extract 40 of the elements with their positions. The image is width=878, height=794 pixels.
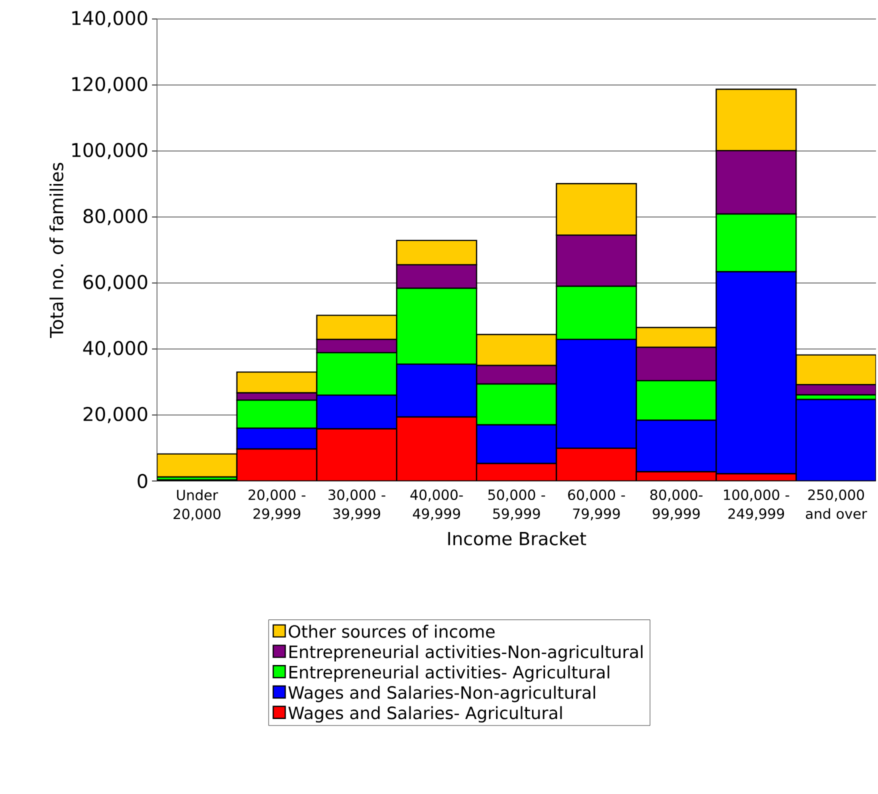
bar bbox=[716, 213, 797, 272]
x-tick-label: 50,000 - 59,999 bbox=[488, 489, 546, 520]
x-tick-label: 30,000 - 39,999 bbox=[328, 489, 386, 520]
bar bbox=[636, 380, 717, 421]
bar bbox=[796, 354, 876, 386]
bar bbox=[556, 234, 637, 287]
bar bbox=[236, 400, 318, 429]
bar bbox=[556, 286, 637, 340]
y-axis-title: Total no. of families bbox=[49, 162, 64, 338]
x-tick-label: Under 20,000 bbox=[174, 490, 220, 521]
x-tick-label: 60,000 - 79,999 bbox=[568, 489, 625, 520]
y-tick-label: 0 bbox=[138, 474, 148, 488]
bar bbox=[716, 88, 797, 152]
bar bbox=[157, 453, 238, 478]
bar bbox=[316, 314, 398, 340]
bar bbox=[556, 183, 637, 236]
y-tick-label: 100,000 bbox=[72, 142, 148, 160]
x-tick-label: 20,000 - 29,999 bbox=[248, 489, 306, 520]
legend-label: Other sources of income bbox=[288, 624, 495, 638]
bar bbox=[636, 326, 717, 348]
y-tick-label: 120,000 bbox=[72, 76, 148, 94]
y-tick-label: 140,000 bbox=[72, 10, 148, 28]
x-tick-label: 80,000-99,999 bbox=[650, 489, 703, 520]
bar bbox=[396, 240, 478, 266]
bar bbox=[236, 371, 318, 394]
x-axis-title: Income Bracket bbox=[448, 531, 586, 546]
bar bbox=[476, 334, 558, 366]
bar bbox=[396, 264, 478, 289]
legend-label: Entrepreneurial activities- Agricultural bbox=[290, 665, 610, 682]
legend-label: Entrepreneurial activities-Non-agricultural bbox=[290, 645, 642, 662]
x-tick-label: 100,000 - 249,999 bbox=[724, 489, 790, 520]
y-tick-label: 40,000 bbox=[83, 340, 148, 358]
legend-label: Wages and Salaries- Agricultural bbox=[288, 706, 562, 723]
y-tick-label: 60,000 bbox=[84, 274, 148, 292]
y-tick-label: 80,000 bbox=[84, 208, 148, 226]
legend-label: Wages and Salaries-Non-agricultural bbox=[288, 686, 596, 702]
x-tick-label: 250,000 and over bbox=[806, 489, 868, 519]
bar bbox=[476, 383, 558, 426]
y-tick-label: 20,000 bbox=[84, 406, 148, 424]
x-tick-label: 40,000-49,999 bbox=[410, 489, 463, 520]
